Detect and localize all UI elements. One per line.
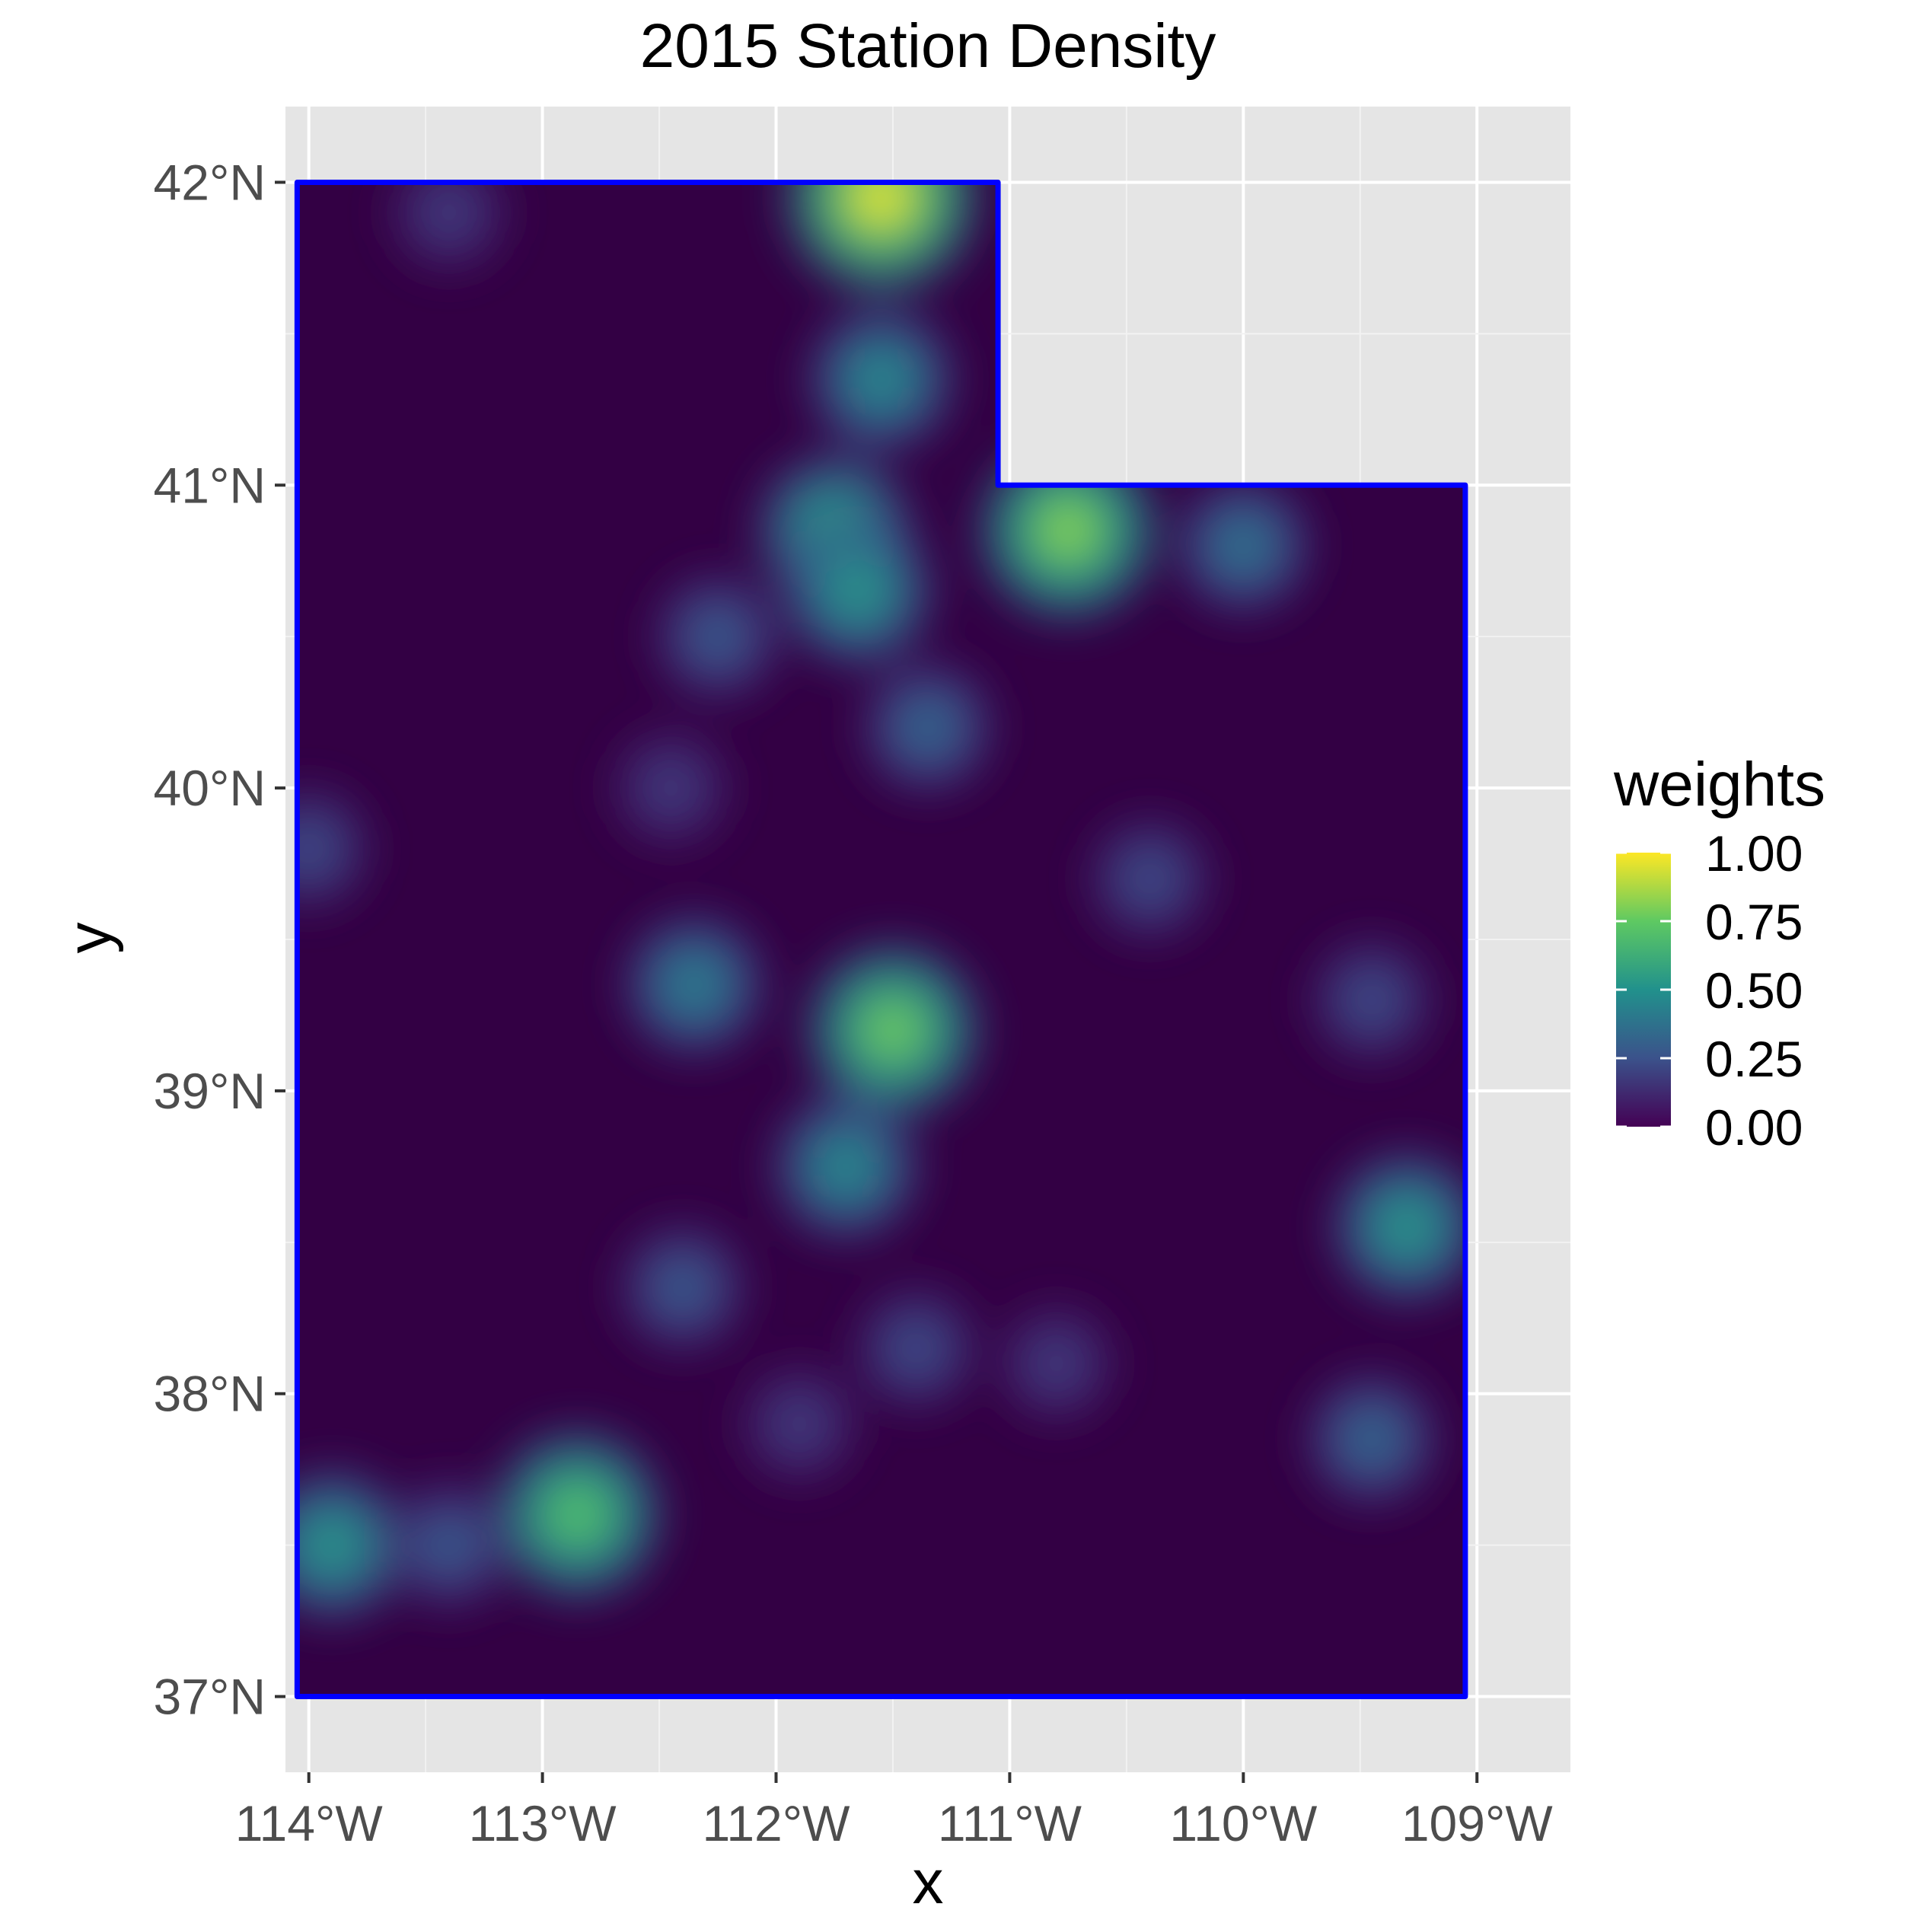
legend-title: weights: [1613, 750, 1825, 819]
legend-label: 1.00: [1705, 825, 1803, 882]
density-hotspot: [297, 785, 372, 912]
x-tick-label: 112°W: [703, 1795, 851, 1851]
density-hotspot: [859, 659, 996, 796]
density-hotspot: [996, 1303, 1117, 1424]
density-hotspot: [621, 912, 767, 1057]
density-hotspot: [1309, 936, 1435, 1064]
density-hotspot: [1304, 1371, 1440, 1507]
density-hotspot: [1086, 815, 1213, 942]
density-hotspot: [388, 182, 510, 274]
y-tick-label: 42°N: [154, 154, 266, 210]
density-hotspot: [853, 1285, 980, 1411]
x-tick-label: 109°W: [1401, 1795, 1554, 1851]
x-axis: 114°W 113°W 112°W 111°W 110°W 109°W: [235, 1772, 1554, 1851]
density-hotspot: [617, 1222, 748, 1354]
density-hotspot: [491, 1428, 665, 1602]
density-hotspot: [771, 1092, 921, 1242]
x-tick-label: 113°W: [469, 1795, 617, 1851]
density-hotspot: [806, 304, 956, 454]
density-hotspot: [738, 1363, 860, 1485]
density-hotspot: [783, 182, 980, 296]
density-hotspot: [297, 1468, 410, 1622]
y-tick-label: 40°N: [154, 760, 266, 816]
legend-label: 0.00: [1705, 1099, 1803, 1156]
legend: weights 1.00 0.75 0.50 0.25 0.00: [1613, 750, 1825, 1156]
density-hotspot: [610, 727, 732, 849]
legend-label: 0.50: [1705, 962, 1803, 1019]
density-hotspot: [383, 1479, 515, 1611]
density-hotspot: [780, 514, 936, 668]
y-tick-label: 39°N: [154, 1063, 266, 1119]
y-axis-label: y: [55, 923, 124, 954]
legend-label: 0.75: [1705, 894, 1803, 950]
y-tick-label: 37°N: [154, 1669, 266, 1725]
y-tick-label: 38°N: [154, 1366, 266, 1422]
state-boundary: [294, 179, 1468, 1700]
legend-label: 0.25: [1705, 1031, 1803, 1087]
x-tick-label: 110°W: [1169, 1795, 1318, 1851]
y-axis: 42°N 41°N 40°N 39°N 38°N 37°N: [154, 154, 285, 1725]
x-tick-label: 114°W: [235, 1795, 384, 1851]
x-tick-label: 111°W: [938, 1795, 1082, 1851]
y-tick-label: 41°N: [154, 457, 266, 513]
density-hotspot: [1173, 475, 1314, 616]
density-hotspot: [804, 941, 982, 1119]
chart-title: 2015 Station Density: [640, 11, 1216, 81]
x-axis-label: x: [913, 1848, 944, 1917]
density-hotspot: [652, 571, 783, 703]
density-raster: [297, 182, 1465, 1697]
density-hotspot: [1329, 1150, 1465, 1305]
